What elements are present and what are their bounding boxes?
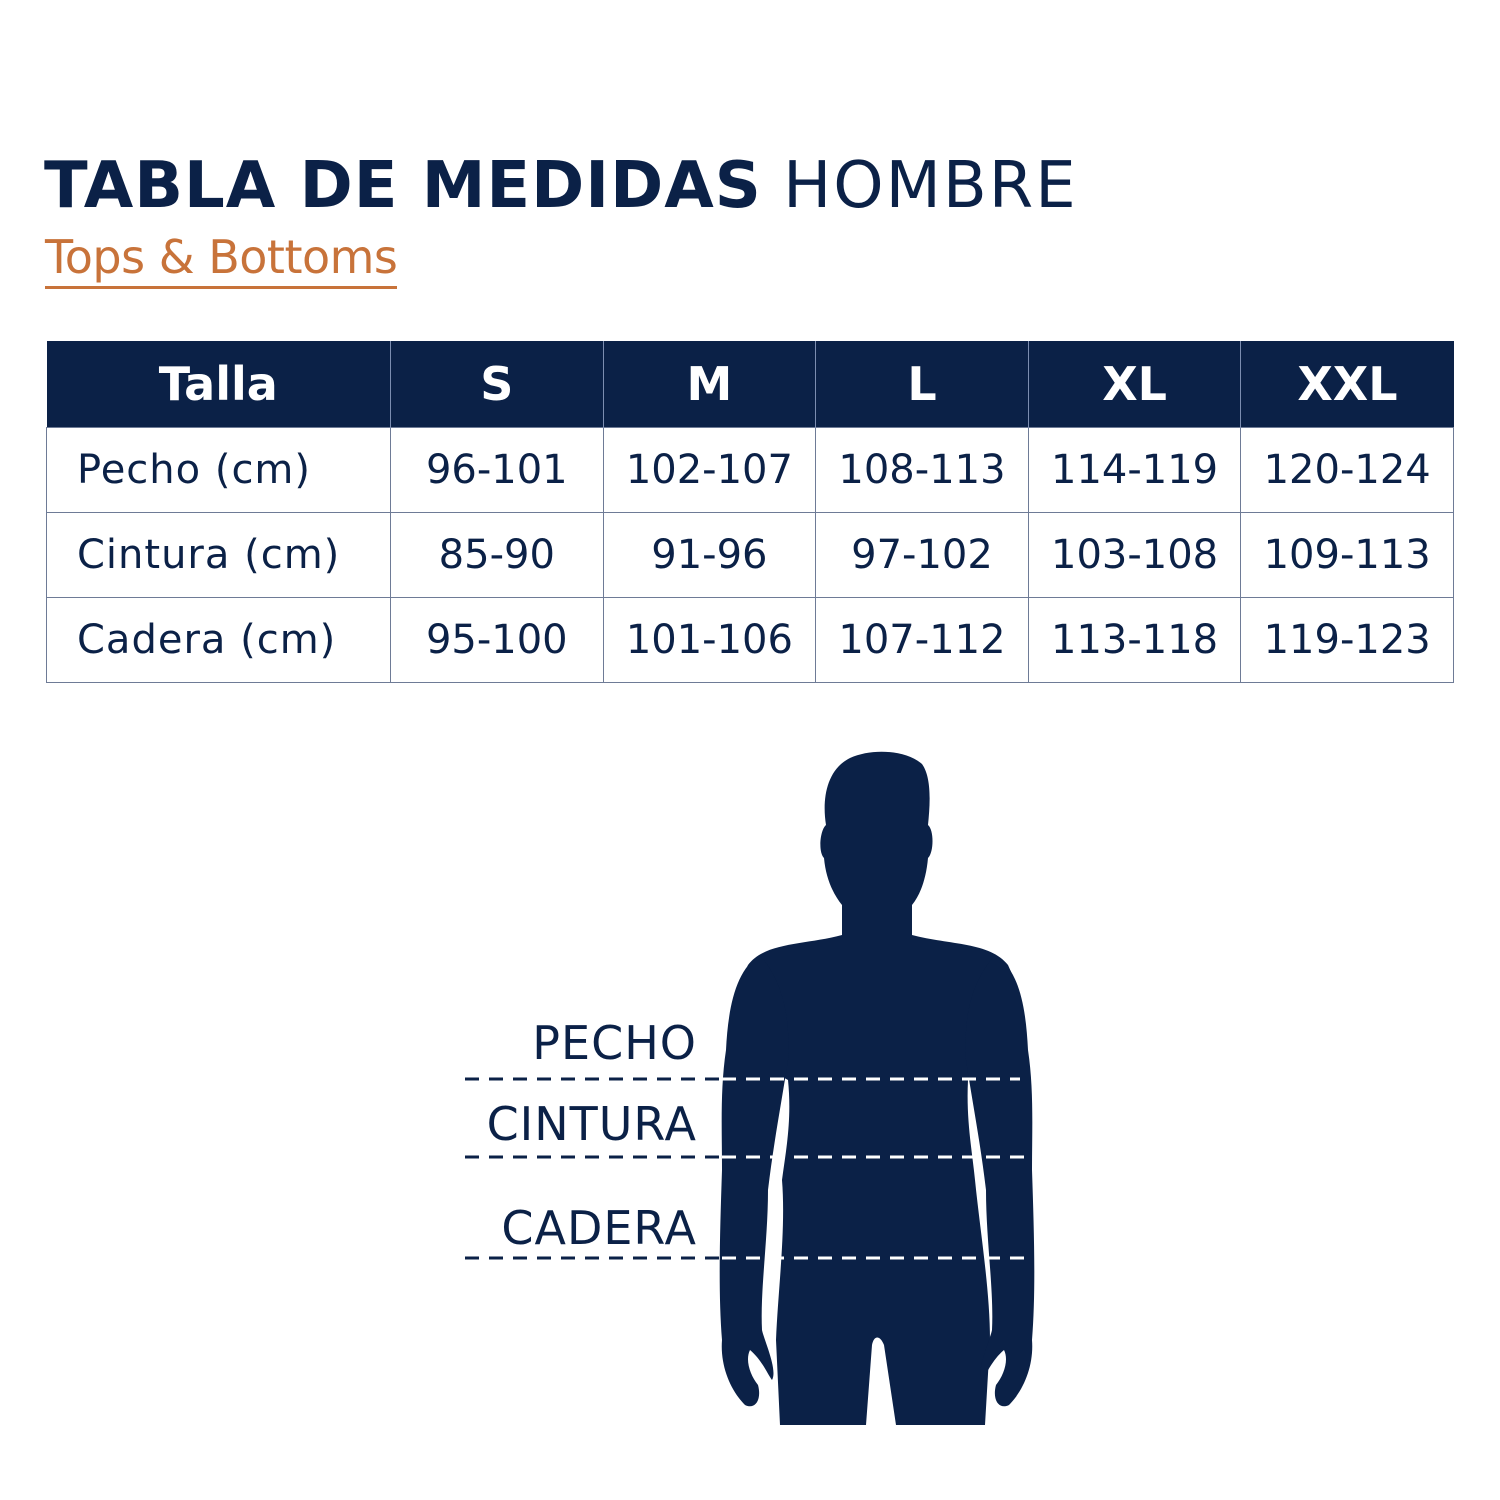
table-cell: 119-123 (1240, 597, 1454, 683)
page-title: TABLA DE MEDIDAS HOMBRE (44, 148, 1078, 224)
header-l: L (815, 341, 1029, 428)
table-cell: 102-107 (602, 427, 817, 513)
table-row-cintura: Cintura (cm) 85-90 91-96 97-102 103-108 … (46, 512, 1454, 598)
row-label: Cadera (cm) (46, 597, 391, 683)
chest-label: PECHO (532, 1016, 697, 1070)
table-cell: 103-108 (1027, 512, 1242, 598)
table-cell: 95-100 (390, 597, 604, 683)
hip-label: CADERA (501, 1201, 697, 1255)
size-table: Talla S M L XL XXL Pecho (cm) 96-101 102… (46, 341, 1454, 683)
table-cell: 91-96 (602, 512, 817, 598)
table-cell: 108-113 (815, 427, 1029, 513)
table-cell: 97-102 (815, 512, 1029, 598)
header-talla: Talla (46, 341, 391, 428)
table-cell: 120-124 (1240, 427, 1454, 513)
header-s: S (390, 341, 604, 428)
header-xxl: XXL (1240, 341, 1454, 428)
waist-label: CINTURA (486, 1097, 697, 1151)
header-xl: XL (1027, 341, 1241, 428)
table-cell: 85-90 (390, 512, 604, 598)
body-silhouette-icon (719, 751, 1035, 1425)
table-row-pecho: Pecho (cm) 96-101 102-107 108-113 114-11… (46, 427, 1454, 513)
table-cell: 101-106 (602, 597, 817, 683)
table-row-cadera: Cadera (cm) 95-100 101-106 107-112 113-1… (46, 597, 1454, 683)
title-bold: TABLA DE MEDIDAS (44, 149, 762, 223)
row-label: Pecho (cm) (46, 427, 391, 513)
row-label: Cintura (cm) (46, 512, 391, 598)
table-cell: 107-112 (815, 597, 1029, 683)
header-m: M (602, 341, 816, 428)
title-light: HOMBRE (783, 149, 1078, 223)
page-subtitle: Tops & Bottoms (45, 228, 398, 289)
table-cell: 114-119 (1027, 427, 1242, 513)
table-header-row: Talla S M L XL XXL (46, 341, 1454, 428)
table-cell: 113-118 (1027, 597, 1242, 683)
